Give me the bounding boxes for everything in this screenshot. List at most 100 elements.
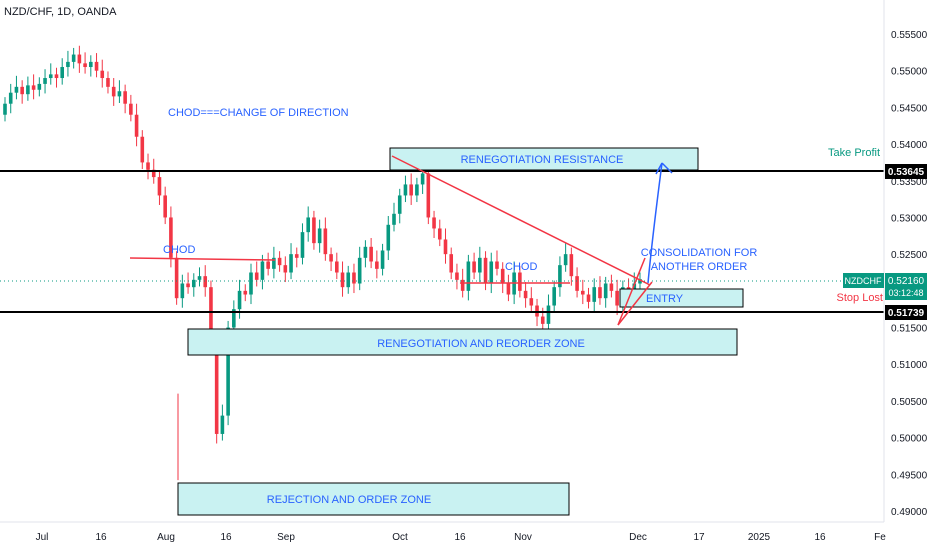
candle [329,247,333,272]
triangle-line[interactable] [617,281,653,326]
candle [432,210,436,239]
svg-text:0.53645: 0.53645 [888,167,925,178]
candle [94,53,99,78]
y-tick-label: 0.51000 [891,360,928,371]
candle [48,63,53,85]
candle [598,276,602,305]
x-tick-label: Aug [157,532,175,543]
take-profit-price-tag: 0.53645 [885,164,927,179]
zone-renegotiation-reorder[interactable]: RENEGOTIATION AND REORDER ZONE [187,328,738,356]
y-tick-label: 0.51500 [891,324,928,335]
time-axis[interactable]: Jul 16 Aug 16 Sep Oct 16 Nov Dec 17 2025 16 Fe [36,532,887,543]
candle [123,84,127,114]
candle [580,279,585,305]
candle [89,55,93,77]
candle [518,265,522,298]
candle [380,243,385,276]
stop-loss-label: Stop Lost [837,292,883,304]
candle [83,52,87,74]
zone-rejection-order[interactable]: REJECTION AND ORDER ZONE [177,482,570,516]
candle [174,251,179,305]
candle [31,74,36,100]
candle [346,265,351,294]
candle [186,272,190,294]
candle [54,67,59,88]
x-tick-label: 16 [814,532,826,543]
x-tick-label: Sep [277,532,295,543]
candle [37,77,42,97]
candle [552,280,556,313]
x-tick-label: 16 [220,532,232,543]
candle [203,265,208,297]
candle [312,210,316,250]
candle [272,246,276,279]
candle [449,247,454,280]
candle [266,252,270,276]
candle [180,274,185,308]
candle [317,219,322,253]
candle [397,188,402,224]
svg-text:NZDCHF: NZDCHF [845,276,882,286]
breakout-line[interactable] [617,257,646,326]
candle [283,256,288,283]
candle [20,80,24,104]
candle [294,247,299,268]
candle [546,294,551,334]
candle [106,71,110,94]
candle [111,78,116,106]
candle [43,69,47,94]
candle [66,50,70,77]
candle [386,215,391,261]
annotation-chod-definition: CHOD===CHANGE OF DIRECTION [168,107,349,119]
x-tick-label: 17 [693,532,705,543]
candle [134,103,139,147]
y-tick-label: 0.49500 [891,470,928,481]
candle [117,80,122,103]
candle [363,240,368,268]
zone-label: RENEGOTIATION RESISTANCE [461,154,624,166]
candle [60,58,65,85]
chod-line-1[interactable] [129,257,276,261]
candle [529,287,534,313]
candle [437,219,442,247]
candle [340,261,345,297]
candle [563,243,568,272]
candle [335,252,339,280]
candle [169,206,173,268]
candle [14,75,19,100]
candle [352,263,356,294]
candle [409,173,413,205]
annotation-chod-2: CHOD [505,261,537,273]
candle [489,252,494,294]
candle [483,251,488,291]
candle [500,262,505,294]
y-tick-label: 0.52500 [891,250,928,261]
x-tick-label: Nov [514,532,532,543]
zone-renegotiation-resistance[interactable]: RENEGOTIATION RESISTANCE [389,147,699,171]
candle [495,250,499,276]
target-arrow[interactable] [647,162,673,284]
zone-label: ENTRY [646,293,684,305]
candle [129,94,133,122]
x-tick-label: Jul [36,532,49,543]
candle [392,202,396,232]
candle [466,254,471,301]
annotation-chod-1: CHOD [163,244,195,256]
candle [375,250,379,279]
candle [157,170,162,205]
candle [426,162,431,225]
candle [300,223,305,265]
candle [8,83,13,114]
candle [243,284,248,302]
candle [191,273,196,297]
candle [472,252,476,280]
x-tick-label: 16 [454,532,466,543]
candle [254,261,259,287]
candle [323,217,328,261]
descending-trendline[interactable] [391,155,651,286]
y-tick-label: 0.53000 [891,213,928,224]
candle [523,282,528,308]
candle [249,263,253,305]
zone-entry[interactable]: ENTRY [619,288,744,308]
